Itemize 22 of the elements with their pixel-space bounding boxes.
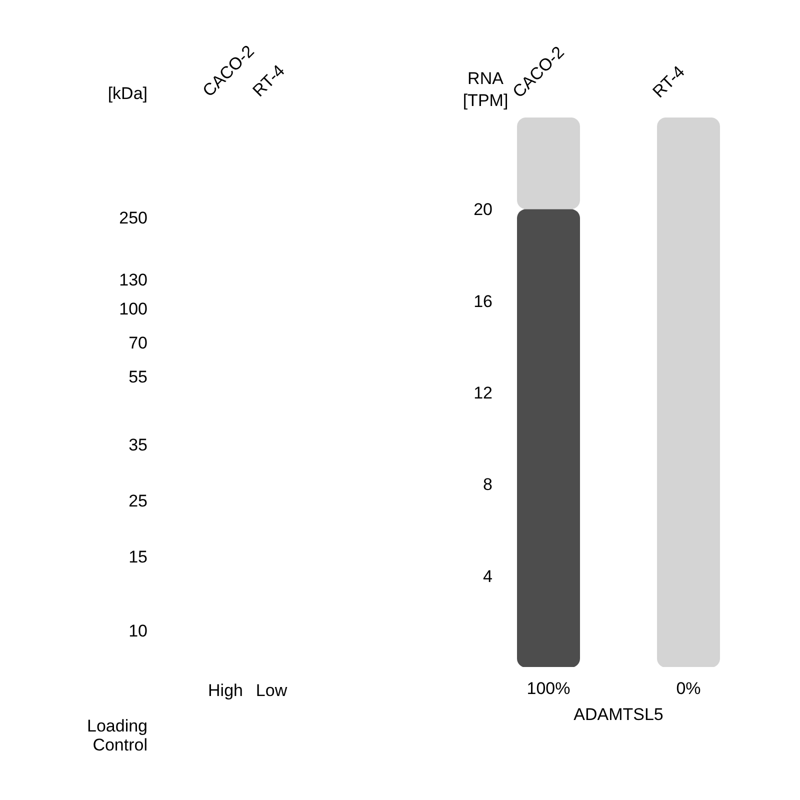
x-axis-title: ADAMTSL5: [574, 705, 664, 724]
text: 130: [119, 270, 148, 290]
text: 15: [128, 548, 148, 566]
text: 100%: [526, 679, 570, 698]
y-tick-label: 12: [474, 384, 493, 402]
text: 35: [128, 436, 148, 454]
text: 0%: [676, 679, 701, 698]
text: 10: [128, 622, 148, 640]
text: High: [208, 681, 243, 700]
y-tick-label: 20: [474, 200, 493, 220]
y-axis-title: RNA [TPM]: [462, 69, 508, 110]
text: [kDa]: [108, 84, 148, 103]
text: 25: [128, 492, 148, 510]
text: Low: [256, 681, 288, 700]
text: 55: [128, 368, 148, 386]
text: 250: [119, 208, 148, 228]
text: 70: [128, 334, 148, 352]
text: 100: [119, 300, 148, 318]
text: Loading Control: [86, 716, 148, 754]
y-tick-label: 16: [474, 292, 493, 311]
y-tick-label: 8: [483, 475, 493, 494]
y-tick-label: 4: [483, 566, 493, 586]
